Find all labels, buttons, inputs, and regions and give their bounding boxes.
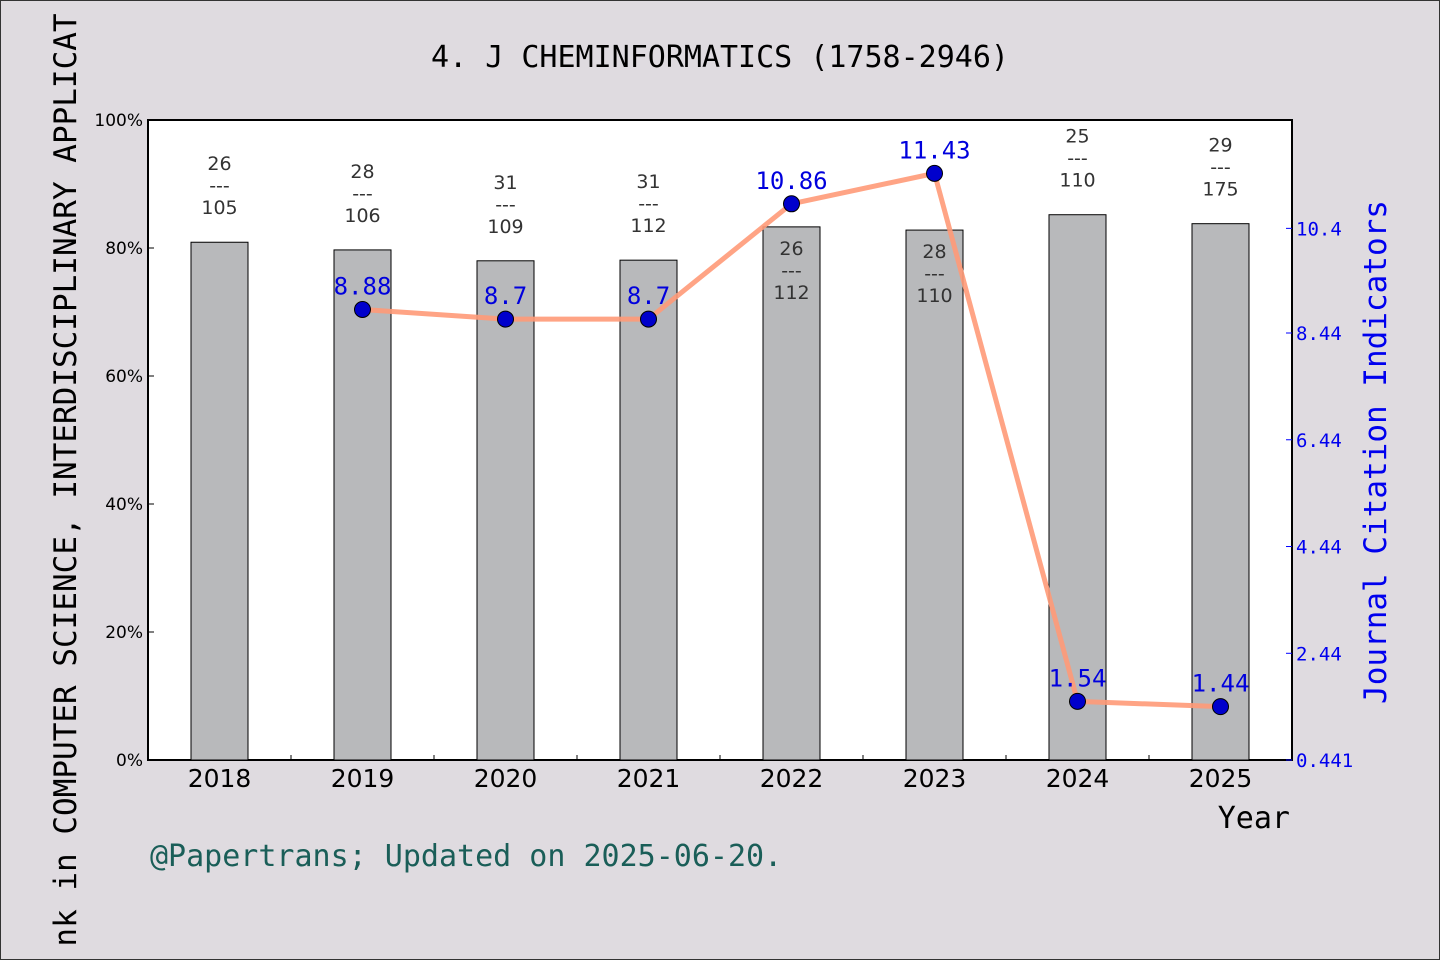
left-tick-label: 20% <box>105 623 143 643</box>
rank-label: 26 <box>779 238 803 260</box>
left-tick-label: 40% <box>105 495 143 515</box>
rank-label: 28 <box>350 161 374 183</box>
jci-marker-2024 <box>1069 692 1086 710</box>
rank-label: 26 <box>207 153 231 175</box>
jci-marker-2021 <box>640 310 657 328</box>
rank-label: 28 <box>922 241 946 263</box>
x-tick-label: 2024 <box>1046 764 1110 793</box>
total-label: 106 <box>344 205 380 227</box>
rank-label: 29 <box>1208 135 1232 157</box>
total-label: 112 <box>773 282 809 304</box>
bar-2022 <box>762 226 821 761</box>
rank-label: 31 <box>493 172 517 194</box>
rank-separator: --- <box>781 260 802 282</box>
rank-label: 25 <box>1065 126 1089 148</box>
bar-2025 <box>1191 223 1250 761</box>
jci-value-label: 11.43 <box>898 136 970 164</box>
right-tick-label: 6.44 <box>1296 430 1342 452</box>
x-tick-label: 2023 <box>903 764 967 793</box>
right-tick-label: 4.44 <box>1296 537 1342 559</box>
x-tick-label: 2018 <box>188 764 252 793</box>
x-tick-label: 2022 <box>760 764 824 793</box>
rank-separator: --- <box>1210 157 1231 179</box>
rank-separator: --- <box>1067 148 1088 170</box>
jci-marker-2019 <box>354 301 371 319</box>
right-axis-label: Journal Citation Indicators <box>1358 200 1394 704</box>
jci-marker-2025 <box>1212 698 1229 716</box>
jci-value-label: 8.88 <box>334 273 392 301</box>
total-label: 105 <box>201 197 237 219</box>
bar-2018 <box>190 241 249 761</box>
rank-separator: --- <box>638 193 659 215</box>
right-tick-label: 10.4 <box>1296 218 1342 240</box>
rank-separator: --- <box>495 194 516 216</box>
left-axis-label: nk in COMPUTER SCIENCE, INTERDISCIPLINAR… <box>48 13 84 946</box>
rank-label: 31 <box>636 171 660 193</box>
x-tick-label: 2020 <box>474 764 538 793</box>
jci-marker-2020 <box>497 310 514 328</box>
rank-separator: --- <box>352 183 373 205</box>
right-tick-label: 8.44 <box>1296 323 1342 345</box>
left-tick-label: 0% <box>116 751 143 771</box>
footer-credit: @Papertrans; Updated on 2025-06-20. <box>150 839 782 874</box>
bar-2020 <box>476 260 535 761</box>
jci-value-label: 8.7 <box>484 282 527 310</box>
jci-value-label: 1.54 <box>1049 664 1107 692</box>
jci-marker-2022 <box>783 195 800 213</box>
right-tick-label: 2.44 <box>1296 643 1342 665</box>
x-axis-label: Year <box>1218 801 1290 836</box>
bar-2023 <box>905 229 964 761</box>
total-label: 109 <box>487 216 523 238</box>
chart-title: 4. J CHEMINFORMATICS (1758-2946) <box>431 40 1009 75</box>
total-label: 110 <box>916 285 952 307</box>
left-tick-label: 60% <box>105 367 143 387</box>
total-label: 110 <box>1059 170 1095 192</box>
rank-separator: --- <box>209 175 230 197</box>
x-tick-label: 2021 <box>617 764 681 793</box>
total-label: 112 <box>630 215 666 237</box>
jci-marker-2023 <box>926 164 943 182</box>
plot-area <box>147 119 1293 761</box>
jci-value-label: 1.44 <box>1192 670 1250 698</box>
right-tick-label: 0.441 <box>1296 750 1353 772</box>
bar-2021 <box>619 259 678 761</box>
jci-value-label: 10.86 <box>755 167 827 195</box>
bar-2024 <box>1048 214 1107 761</box>
total-label: 175 <box>1202 179 1238 201</box>
x-tick-label: 2019 <box>331 764 395 793</box>
bar-2019 <box>333 249 392 761</box>
rank-separator: --- <box>924 263 945 285</box>
x-tick-label: 2025 <box>1189 764 1253 793</box>
jci-value-label: 8.7 <box>627 282 670 310</box>
left-tick-label: 100% <box>94 111 143 131</box>
left-tick-label: 80% <box>105 239 143 259</box>
